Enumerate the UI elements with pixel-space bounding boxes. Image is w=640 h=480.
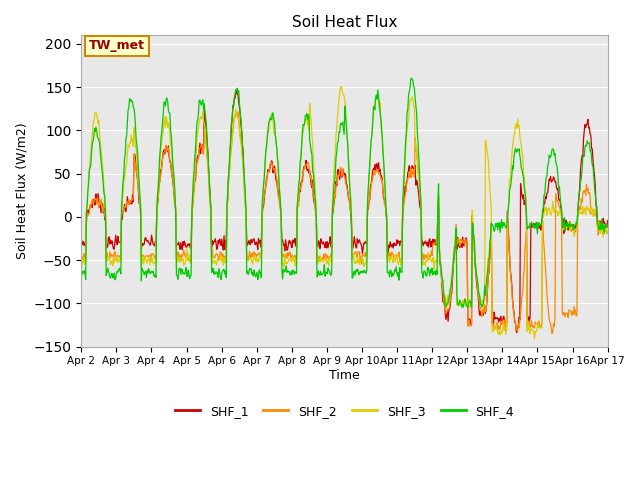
SHF_4 bbox=[87, 162, 95, 168]
SHF_1 bbox=[141, 236, 149, 241]
SHF_4 bbox=[464, 305, 472, 311]
SHF_4 bbox=[409, 78, 417, 84]
Line: SHF_2: SHF_2 bbox=[81, 112, 608, 334]
SHF_2 bbox=[548, 331, 556, 336]
SHF_1 bbox=[233, 86, 241, 92]
SHF_3 bbox=[424, 250, 432, 255]
Line: SHF_1: SHF_1 bbox=[81, 89, 608, 333]
SHF_1 bbox=[604, 217, 612, 223]
SHF_2 bbox=[195, 154, 202, 159]
SHF_1 bbox=[223, 237, 230, 242]
SHF_3 bbox=[409, 97, 417, 103]
SHF_1 bbox=[513, 330, 521, 336]
Line: SHF_4: SHF_4 bbox=[81, 78, 608, 308]
SHF_3 bbox=[337, 84, 345, 89]
SHF_2 bbox=[234, 109, 242, 115]
SHF_3 bbox=[195, 124, 202, 130]
SHF_3 bbox=[141, 253, 149, 259]
SHF_4 bbox=[408, 75, 415, 81]
SHF_2 bbox=[604, 229, 612, 235]
Title: Soil Heat Flux: Soil Heat Flux bbox=[292, 15, 397, 30]
SHF_1 bbox=[424, 244, 432, 250]
SHF_4 bbox=[223, 275, 230, 280]
X-axis label: Time: Time bbox=[329, 369, 360, 382]
Y-axis label: Soil Heat Flux (W/m2): Soil Heat Flux (W/m2) bbox=[15, 123, 28, 259]
SHF_2 bbox=[424, 256, 432, 262]
SHF_1 bbox=[77, 234, 85, 240]
SHF_2 bbox=[223, 252, 230, 258]
SHF_2 bbox=[87, 204, 95, 210]
SHF_4 bbox=[424, 265, 432, 271]
SHF_2 bbox=[77, 258, 85, 264]
SHF_1 bbox=[195, 156, 202, 161]
Legend: SHF_1, SHF_2, SHF_3, SHF_4: SHF_1, SHF_2, SHF_3, SHF_4 bbox=[170, 400, 519, 423]
Line: SHF_3: SHF_3 bbox=[81, 86, 608, 339]
SHF_2 bbox=[409, 170, 417, 176]
SHF_4 bbox=[195, 111, 202, 117]
SHF_3 bbox=[77, 265, 85, 271]
SHF_1 bbox=[87, 204, 95, 209]
SHF_4 bbox=[604, 224, 612, 229]
SHF_3 bbox=[223, 257, 230, 263]
SHF_3 bbox=[87, 149, 95, 155]
SHF_2 bbox=[141, 255, 149, 261]
Text: TW_met: TW_met bbox=[89, 39, 145, 52]
SHF_3 bbox=[531, 336, 538, 342]
SHF_3 bbox=[604, 230, 612, 236]
SHF_4 bbox=[77, 267, 85, 273]
SHF_4 bbox=[141, 269, 149, 275]
SHF_1 bbox=[409, 166, 417, 171]
